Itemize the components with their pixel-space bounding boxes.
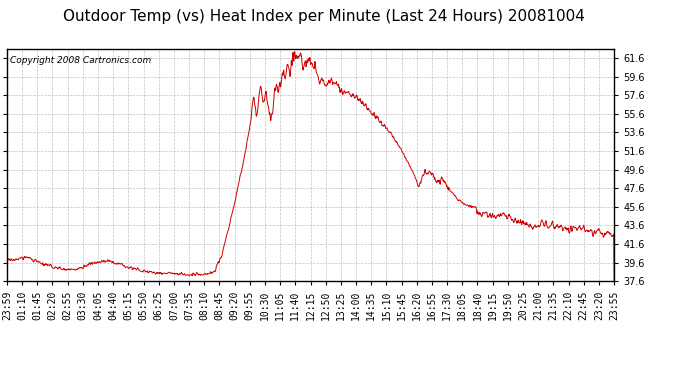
Text: Copyright 2008 Cartronics.com: Copyright 2008 Cartronics.com (10, 56, 151, 65)
Text: Outdoor Temp (vs) Heat Index per Minute (Last 24 Hours) 20081004: Outdoor Temp (vs) Heat Index per Minute … (63, 9, 585, 24)
